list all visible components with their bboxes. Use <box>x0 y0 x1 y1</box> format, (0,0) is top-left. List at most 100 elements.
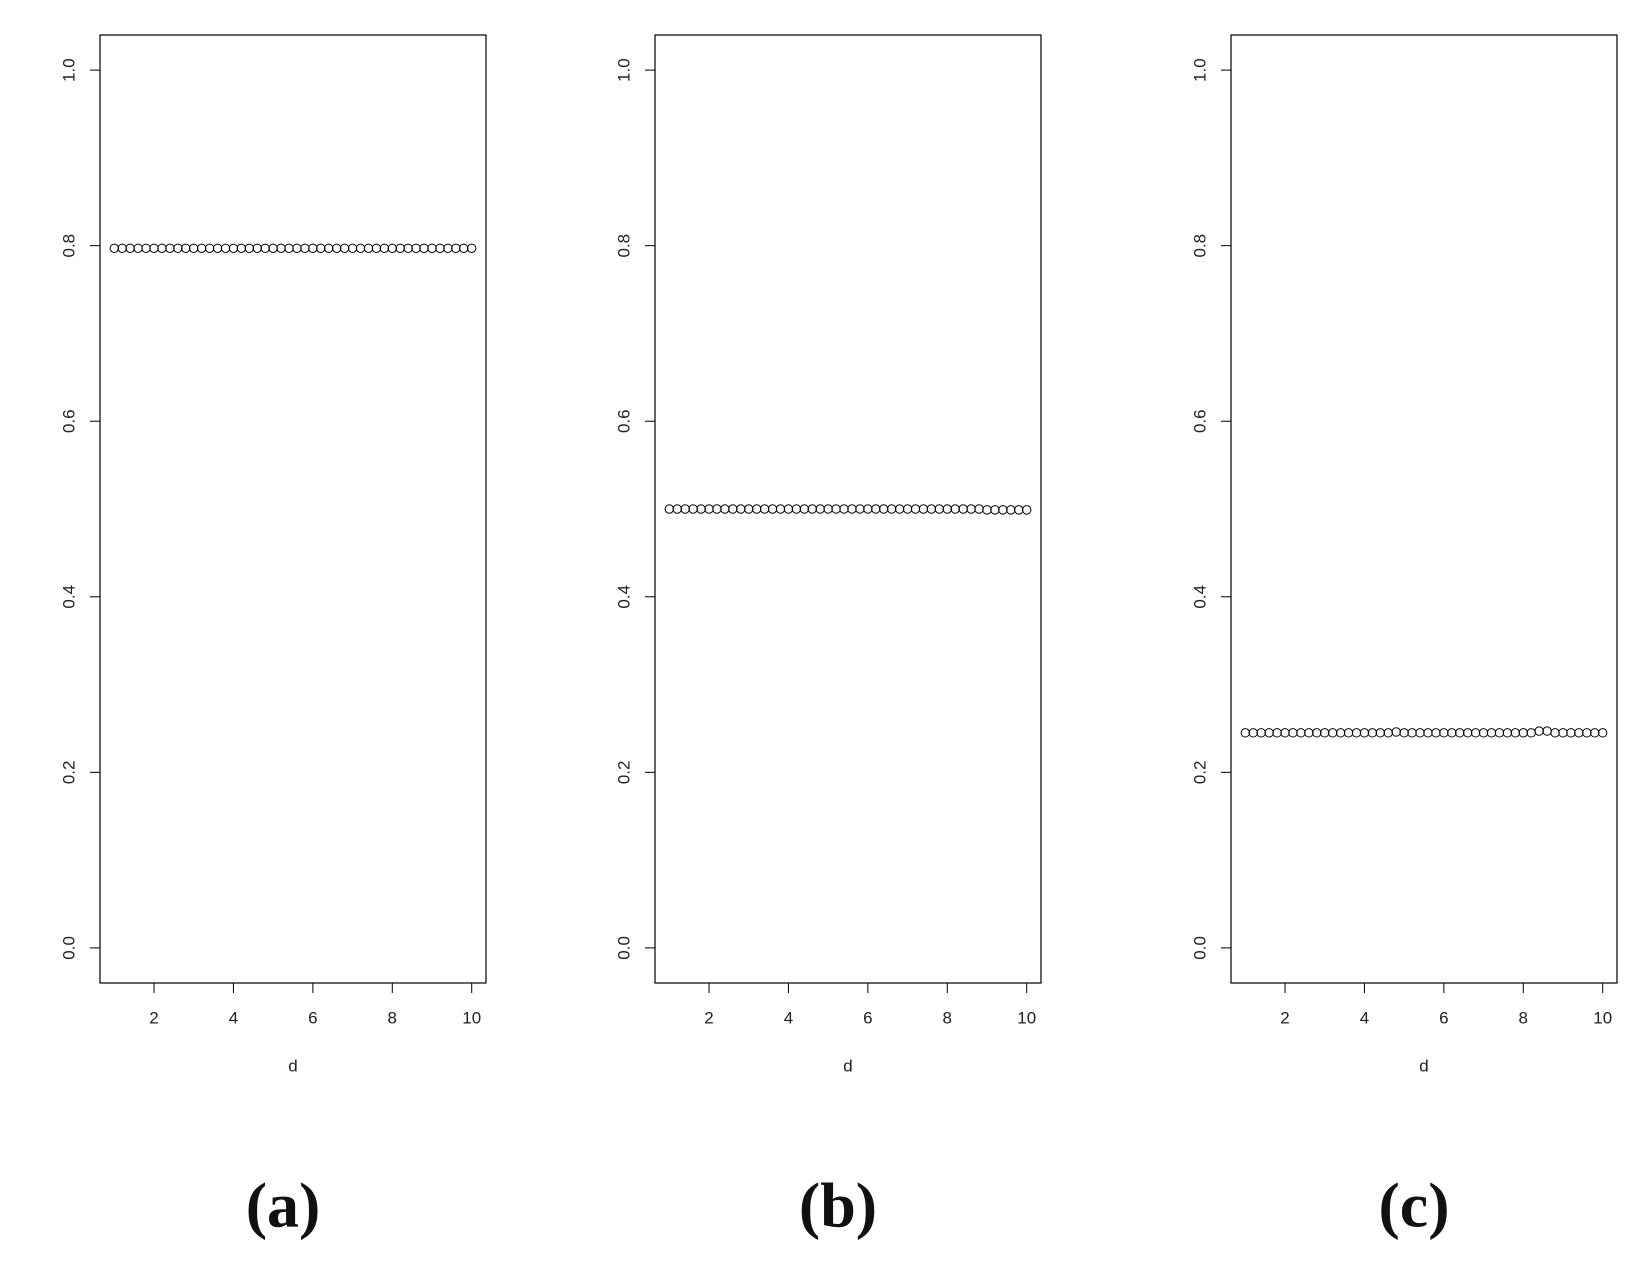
point <box>1296 728 1306 738</box>
point <box>1304 728 1314 738</box>
point <box>1462 728 1473 738</box>
point <box>1256 728 1266 738</box>
plot-frame <box>654 34 1042 984</box>
point <box>1534 726 1544 736</box>
point <box>1320 728 1330 738</box>
point <box>696 504 706 514</box>
point <box>1359 728 1370 738</box>
point <box>958 504 968 514</box>
point <box>1248 728 1258 738</box>
point <box>847 504 857 514</box>
point <box>1526 728 1536 738</box>
point <box>1510 728 1521 738</box>
y-tick-label: 0.2 <box>59 761 78 785</box>
point <box>1351 728 1362 738</box>
point <box>720 504 730 514</box>
point <box>403 243 413 254</box>
x-tick-label: 2 <box>149 1008 158 1027</box>
point <box>1550 728 1560 738</box>
point <box>228 243 239 254</box>
point <box>1582 728 1592 738</box>
point <box>181 243 191 254</box>
point <box>252 243 262 254</box>
point <box>799 504 810 514</box>
y-tick-label: 0.0 <box>614 936 633 960</box>
point <box>379 243 390 254</box>
point <box>871 504 881 514</box>
point <box>1407 728 1417 738</box>
point <box>736 504 746 514</box>
point <box>934 504 945 514</box>
point <box>173 243 183 254</box>
point <box>419 243 429 254</box>
point <box>292 243 302 254</box>
point <box>300 243 310 254</box>
x-tick-label: 6 <box>308 1008 317 1027</box>
point <box>704 504 714 514</box>
point <box>910 504 921 514</box>
point <box>212 243 223 254</box>
point <box>1272 728 1282 738</box>
point <box>1343 728 1354 738</box>
point <box>680 504 690 514</box>
point <box>1598 728 1608 738</box>
x-axis-label: d <box>843 1056 852 1075</box>
point <box>459 243 469 254</box>
point <box>451 243 461 254</box>
point <box>902 504 913 514</box>
point <box>355 243 366 254</box>
point <box>1240 728 1250 738</box>
point <box>236 243 247 254</box>
point <box>395 243 405 254</box>
point <box>1014 505 1024 515</box>
y-tick-label: 0.8 <box>59 234 78 258</box>
point <box>918 504 929 514</box>
y-tick-label: 0.4 <box>59 585 78 609</box>
point <box>886 504 897 514</box>
point <box>894 504 905 514</box>
point <box>165 243 175 254</box>
point <box>1022 505 1032 515</box>
point <box>467 243 477 254</box>
point <box>1383 728 1393 738</box>
point <box>982 505 992 515</box>
point <box>879 504 889 514</box>
point <box>1006 505 1016 515</box>
point <box>807 504 817 514</box>
x-tick-label: 8 <box>943 1008 952 1027</box>
plot-frame <box>99 34 487 984</box>
point <box>427 243 437 254</box>
point <box>775 504 786 514</box>
point <box>783 504 794 514</box>
point <box>1574 728 1584 738</box>
point <box>831 504 841 514</box>
x-tick-label: 8 <box>388 1008 397 1027</box>
x-axis-label: d <box>288 1056 297 1075</box>
point <box>1486 728 1497 738</box>
x-tick-label: 2 <box>704 1008 713 1027</box>
point <box>1375 728 1386 738</box>
point <box>990 505 1000 515</box>
point <box>316 243 326 254</box>
point <box>1447 728 1457 738</box>
point <box>1415 728 1425 738</box>
point <box>1367 728 1378 738</box>
y-tick-label: 0.2 <box>1190 761 1209 785</box>
point <box>744 504 754 514</box>
point <box>204 243 215 254</box>
point <box>815 504 825 514</box>
y-tick-label: 0.6 <box>614 409 633 433</box>
point <box>863 504 873 514</box>
plot-frame <box>1230 34 1618 984</box>
point <box>1478 728 1489 738</box>
point <box>1391 727 1401 737</box>
point <box>411 243 421 254</box>
point <box>1566 728 1576 738</box>
point <box>125 243 135 254</box>
point <box>664 504 674 514</box>
panel-caption: (c) <box>1378 1170 1449 1241</box>
point <box>324 243 334 254</box>
point <box>688 504 698 514</box>
y-tick-label: 0.2 <box>614 761 633 785</box>
